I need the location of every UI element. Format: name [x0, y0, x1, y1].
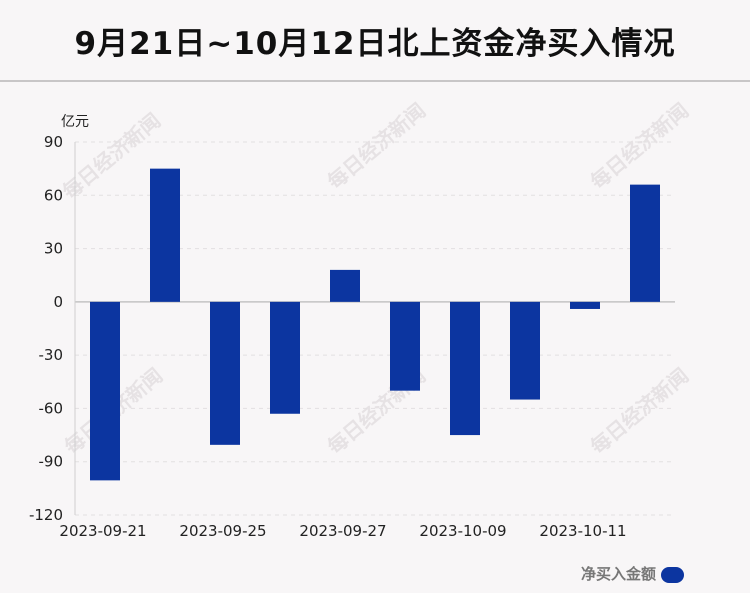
watermark: 每日经济新闻: [323, 98, 430, 194]
y-tick-label: -60: [39, 399, 64, 417]
chart-title: 9月21日~10月12日北上资金净买入情况: [74, 25, 676, 62]
y-tick-label: -120: [29, 506, 63, 524]
legend-label: 净买入金额: [581, 565, 656, 583]
x-tick-label: 2023-09-27: [299, 522, 386, 540]
x-tick-label: 2023-10-09: [419, 522, 506, 540]
y-tick-label: 30: [44, 240, 63, 258]
y-tick-label: 60: [44, 186, 63, 204]
bar-2023-09-27: [330, 269, 360, 302]
legend: 净买入金额: [581, 565, 684, 583]
x-tick-label: 2023-10-11: [539, 522, 626, 540]
y-tick-label: 90: [44, 133, 63, 151]
bar-2023-09-22: [150, 168, 180, 302]
bar-2023-10-11: [570, 301, 600, 309]
legend-swatch: [661, 567, 684, 583]
bar-2023-09-26: [270, 301, 300, 414]
x-axis-ticks: 2023-09-21 2023-09-25 2023-09-27 2023-10-09…: [59, 522, 626, 540]
y-tick-label: 0: [53, 293, 63, 311]
bar-2023-10-12: [630, 184, 660, 302]
y-tick-label: -30: [39, 346, 64, 364]
bar-2023-09-28: [390, 301, 420, 391]
bar-2023-10-09: [450, 301, 480, 436]
watermark: 每日经济新闻: [586, 98, 693, 194]
bar-2023-09-25: [210, 301, 240, 445]
y-tick-label: -90: [39, 453, 64, 471]
x-tick-label: 2023-09-25: [179, 522, 266, 540]
y-axis-ticks: 90 60 30 0 -30 -60 -90 -120: [29, 133, 63, 524]
grid-lines: [75, 141, 675, 516]
y-axis-unit: 亿元: [61, 114, 89, 130]
bar-2023-10-10: [510, 301, 540, 400]
watermark: 每日经济新闻: [586, 363, 693, 459]
title-divider: [0, 80, 750, 82]
bar-2023-09-21: [90, 301, 120, 481]
x-tick-label: 2023-09-21: [59, 522, 146, 540]
bars: [90, 168, 660, 481]
